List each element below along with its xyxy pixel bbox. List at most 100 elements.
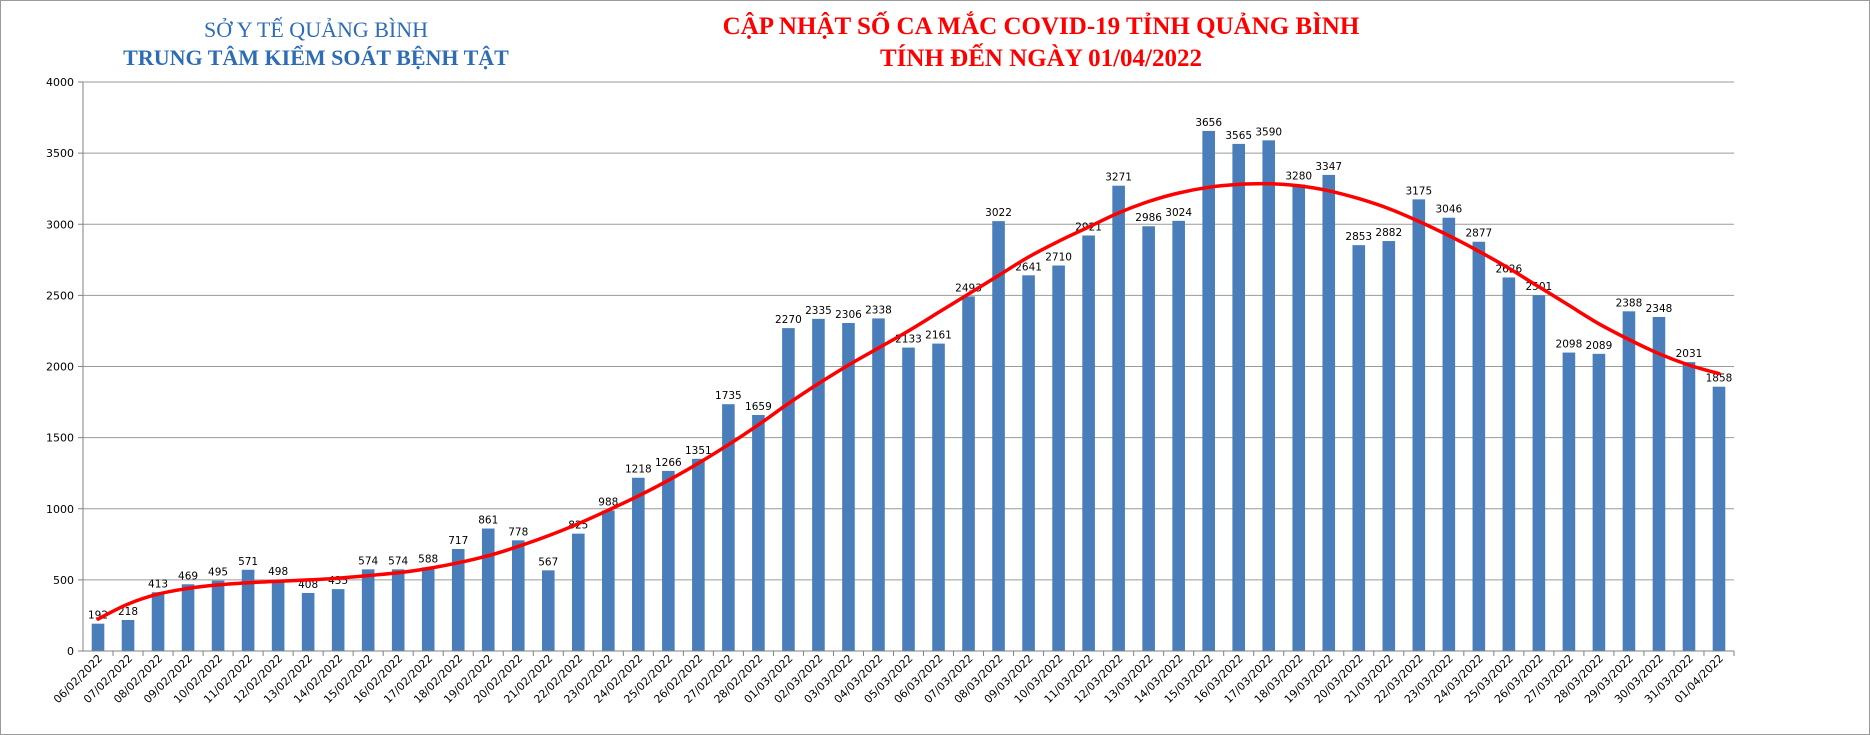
data-label: 2882 [1375,227,1402,239]
bar [1322,174,1336,651]
bar [1622,311,1636,651]
bar [511,540,525,651]
data-label: 778 [508,526,528,538]
data-label: 2031 [1676,348,1703,360]
bar [1292,184,1306,652]
chart-subtitle: TÍNH ĐẾN NGÀY 01/04/2022 [879,45,1202,72]
data-label: 1858 [1706,373,1733,385]
data-label: 3565 [1225,130,1252,142]
x-axis-ticks: 06/02/202207/02/202208/02/202209/02/2022… [51,651,1735,706]
bar [812,318,825,651]
bar [992,221,1005,652]
data-label: 2306 [835,309,862,321]
data-label: 574 [388,555,408,567]
data-label: 3024 [1165,207,1192,219]
bar [481,528,495,651]
bar [932,343,945,651]
y-tick-label: 3500 [46,147,74,160]
y-tick-label: 2500 [46,289,74,302]
data-label: 1659 [745,401,772,413]
bar [331,589,345,651]
y-tick-label: 0 [67,645,74,658]
bar [1382,241,1396,651]
data-label: 588 [418,553,438,565]
bar [1172,220,1185,651]
data-label: 574 [358,555,378,567]
bar [361,569,375,651]
y-tick-label: 500 [53,574,74,587]
data-label: 3022 [985,207,1012,219]
data-label: 3347 [1315,161,1342,173]
bar [1532,295,1546,651]
data-label: 1218 [625,464,652,476]
bar [1472,241,1486,651]
bar [421,567,435,651]
y-axis-ticks: 0 500 1000 1500 2000 2500 3000 3500 4000 [46,76,83,658]
bar [962,296,975,651]
bar [181,584,195,651]
data-label: 192 [88,610,108,622]
bar [391,569,405,651]
bar [1262,140,1276,651]
axes [82,82,1734,652]
bar [842,322,855,651]
data-label: 2338 [865,304,892,316]
data-label: 1351 [685,445,712,457]
data-label: 2986 [1135,212,1162,224]
bar [1232,143,1246,651]
data-label: 1266 [655,457,682,469]
bar [1022,275,1035,651]
bar [271,580,285,651]
y-tick-label: 1500 [46,432,74,445]
bar [541,570,555,651]
bar [692,458,705,651]
bar [1562,352,1576,651]
bar [1052,265,1065,651]
bar [1352,245,1366,651]
data-label: 2710 [1045,252,1072,264]
chart-title: CẬP NHẬT SỐ CA MẮC COVID-19 TỈNH QUẢNG B… [722,13,1360,40]
data-label: 571 [238,556,258,568]
bar [662,470,675,651]
bar [451,549,465,651]
data-label: 3590 [1255,126,1282,138]
bar [1712,386,1726,651]
data-label: 861 [478,515,498,527]
data-label: 3280 [1285,170,1312,182]
bar [91,623,105,651]
bar [752,415,765,651]
bar [632,477,645,651]
data-label: 495 [208,567,228,579]
bar [1142,226,1155,651]
bar [602,510,615,651]
data-label: 2877 [1465,228,1492,240]
data-label: 717 [448,535,468,547]
data-label: 988 [598,496,618,508]
bar [872,318,885,651]
data-label: 2098 [1556,339,1583,351]
y-tick-label: 4000 [46,76,74,89]
data-label: 2335 [805,305,832,317]
bar [1202,130,1215,651]
bar [121,619,135,651]
organization-name: SỞ Y TẾ QUẢNG BÌNH [203,17,429,42]
bars [91,130,1726,652]
data-label: 2161 [925,330,952,342]
trend-line [96,181,1721,621]
bar [571,533,585,651]
y-tick-label: 3000 [46,218,74,231]
data-label: 2388 [1616,297,1643,309]
data-label: 3271 [1105,172,1132,184]
bar [151,592,165,651]
bar [1082,235,1095,652]
bar [902,347,915,651]
bar [1592,353,1606,651]
y-tick-label: 1000 [46,503,74,516]
bar [211,580,225,651]
data-label: 2641 [1015,261,1042,273]
y-tick-label: 2000 [46,361,74,374]
bar [1442,217,1456,652]
